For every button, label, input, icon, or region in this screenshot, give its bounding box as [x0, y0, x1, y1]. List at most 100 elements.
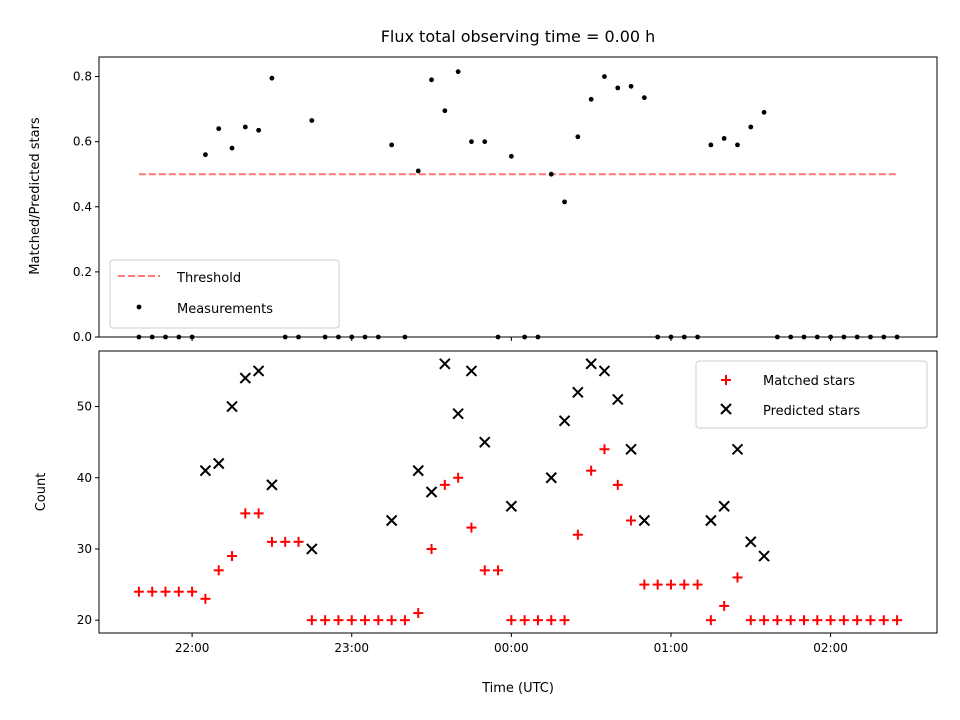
matched-star-marker	[360, 615, 371, 626]
matched-star-marker	[652, 579, 663, 590]
matched-star-marker	[639, 579, 650, 590]
matched-star-marker	[293, 536, 304, 547]
matched-star-marker	[705, 615, 716, 626]
measurement-point	[641, 95, 647, 101]
predicted-star-marker	[718, 500, 730, 512]
predicted-star-marker	[638, 514, 651, 527]
measurement-point	[429, 77, 434, 83]
matched-star-marker	[692, 579, 703, 590]
predicted-star-marker	[465, 365, 478, 377]
predicted-x-b	[758, 550, 770, 562]
matched-star-marker	[386, 615, 397, 626]
matched-star-marker	[160, 586, 171, 597]
predicted-x-b	[252, 365, 265, 377]
predicted-star-marker	[266, 479, 278, 491]
matched-star-marker	[599, 444, 610, 455]
predicted-star-marker	[585, 358, 597, 370]
bottom-panel: 20 30 40 50 22:00 23:00 00:00 01:00 02:00 Matched…	[77, 350, 938, 655]
measurement-point	[242, 124, 248, 130]
predicted-star-marker	[612, 393, 624, 406]
measurement-point	[229, 145, 235, 151]
predicted-star-marker	[572, 386, 584, 399]
measurement-point	[389, 142, 395, 148]
top-ytick-label: 0.4	[73, 200, 92, 214]
predicted-star-marker	[598, 365, 611, 377]
matched-star-marker	[147, 586, 158, 597]
legend-predicted-swatch	[720, 403, 732, 415]
matched-star-marker	[519, 615, 530, 626]
predicted-star-marker	[731, 443, 744, 455]
predicted-star-marker	[306, 543, 318, 555]
bottom-xlabel: Time (UTC)	[481, 681, 554, 696]
predicted-x-b	[585, 358, 597, 370]
predicted-star-marker	[385, 514, 398, 527]
matched-star-marker	[479, 565, 490, 576]
measurement-point	[721, 135, 727, 141]
matched-star-marker	[626, 515, 637, 526]
measurement-point	[469, 139, 474, 145]
predicted-x-b	[745, 536, 757, 548]
predicted-x-b	[199, 464, 212, 477]
measurement-point	[269, 75, 275, 81]
matched-star-marker	[413, 608, 424, 619]
predicted-x-b	[226, 400, 238, 413]
matched-star-marker	[439, 479, 450, 490]
matched-star-marker	[253, 508, 264, 519]
matched-star-marker	[333, 615, 344, 626]
matched-star-marker	[213, 565, 224, 576]
predicted-x-b	[612, 393, 624, 406]
measurement-point	[216, 126, 222, 132]
measurement-point	[548, 171, 554, 177]
predicted-x-b	[425, 486, 438, 498]
predicted-x-b	[239, 372, 252, 384]
predicted-x-b	[731, 443, 744, 455]
measurement-point	[588, 96, 594, 102]
predicted-star-marker	[745, 536, 757, 548]
matched-star-marker	[878, 615, 889, 626]
predicted-star-marker	[199, 464, 212, 477]
matched-star-marker	[559, 615, 570, 626]
predicted-star-marker	[479, 436, 491, 448]
predicted-x-b	[412, 464, 424, 477]
measurement-point	[415, 168, 421, 174]
matched-star-marker	[785, 615, 796, 626]
measurement-point	[508, 153, 514, 159]
measurement-point	[748, 124, 754, 130]
bottom-xtick-label: 23:00	[334, 641, 369, 655]
predicted-star-marker	[412, 464, 424, 477]
matched-star-marker	[812, 615, 823, 626]
predicted-x-b	[306, 543, 318, 555]
legend-matched-label: Matched stars	[763, 374, 855, 389]
matched-star-marker	[506, 615, 517, 626]
bottom-ylabel: Count	[34, 473, 49, 512]
matched-star-marker	[759, 615, 770, 626]
matched-star-marker	[798, 615, 809, 626]
predicted-x-b	[545, 472, 557, 484]
bottom-axes-frame	[98, 350, 938, 634]
matched-star-marker	[865, 615, 876, 626]
legend-threshold-label: Threshold	[176, 271, 241, 286]
matched-star-marker	[346, 615, 357, 626]
top-panel: 0.0 0.2 0.4 0.6 0.8 Threshold Measurements	[73, 56, 938, 344]
matched-star-marker	[320, 615, 331, 626]
bottom-ytick-label: 20	[77, 613, 92, 627]
top-legend-box	[109, 259, 340, 329]
matched-star-marker	[200, 593, 211, 604]
matched-star-marker	[227, 551, 238, 562]
matched-star-marker	[719, 600, 730, 611]
matched-star-marker	[240, 508, 251, 519]
legend-measurements-label: Measurements	[177, 302, 273, 317]
matched-star-marker	[493, 565, 504, 576]
top-legend: Threshold Measurements	[109, 259, 340, 329]
measurement-point	[708, 142, 714, 148]
measurement-point	[735, 142, 740, 148]
predicted-x-b	[479, 436, 491, 448]
measurement-point	[615, 85, 621, 91]
matched-star-marker	[280, 536, 291, 547]
predicted-x-b	[558, 415, 571, 427]
matched-star-marker	[665, 579, 676, 590]
predicted-x-b	[638, 514, 651, 527]
top-ytick-label: 0.8	[73, 70, 92, 84]
matched-star-marker	[732, 572, 743, 583]
